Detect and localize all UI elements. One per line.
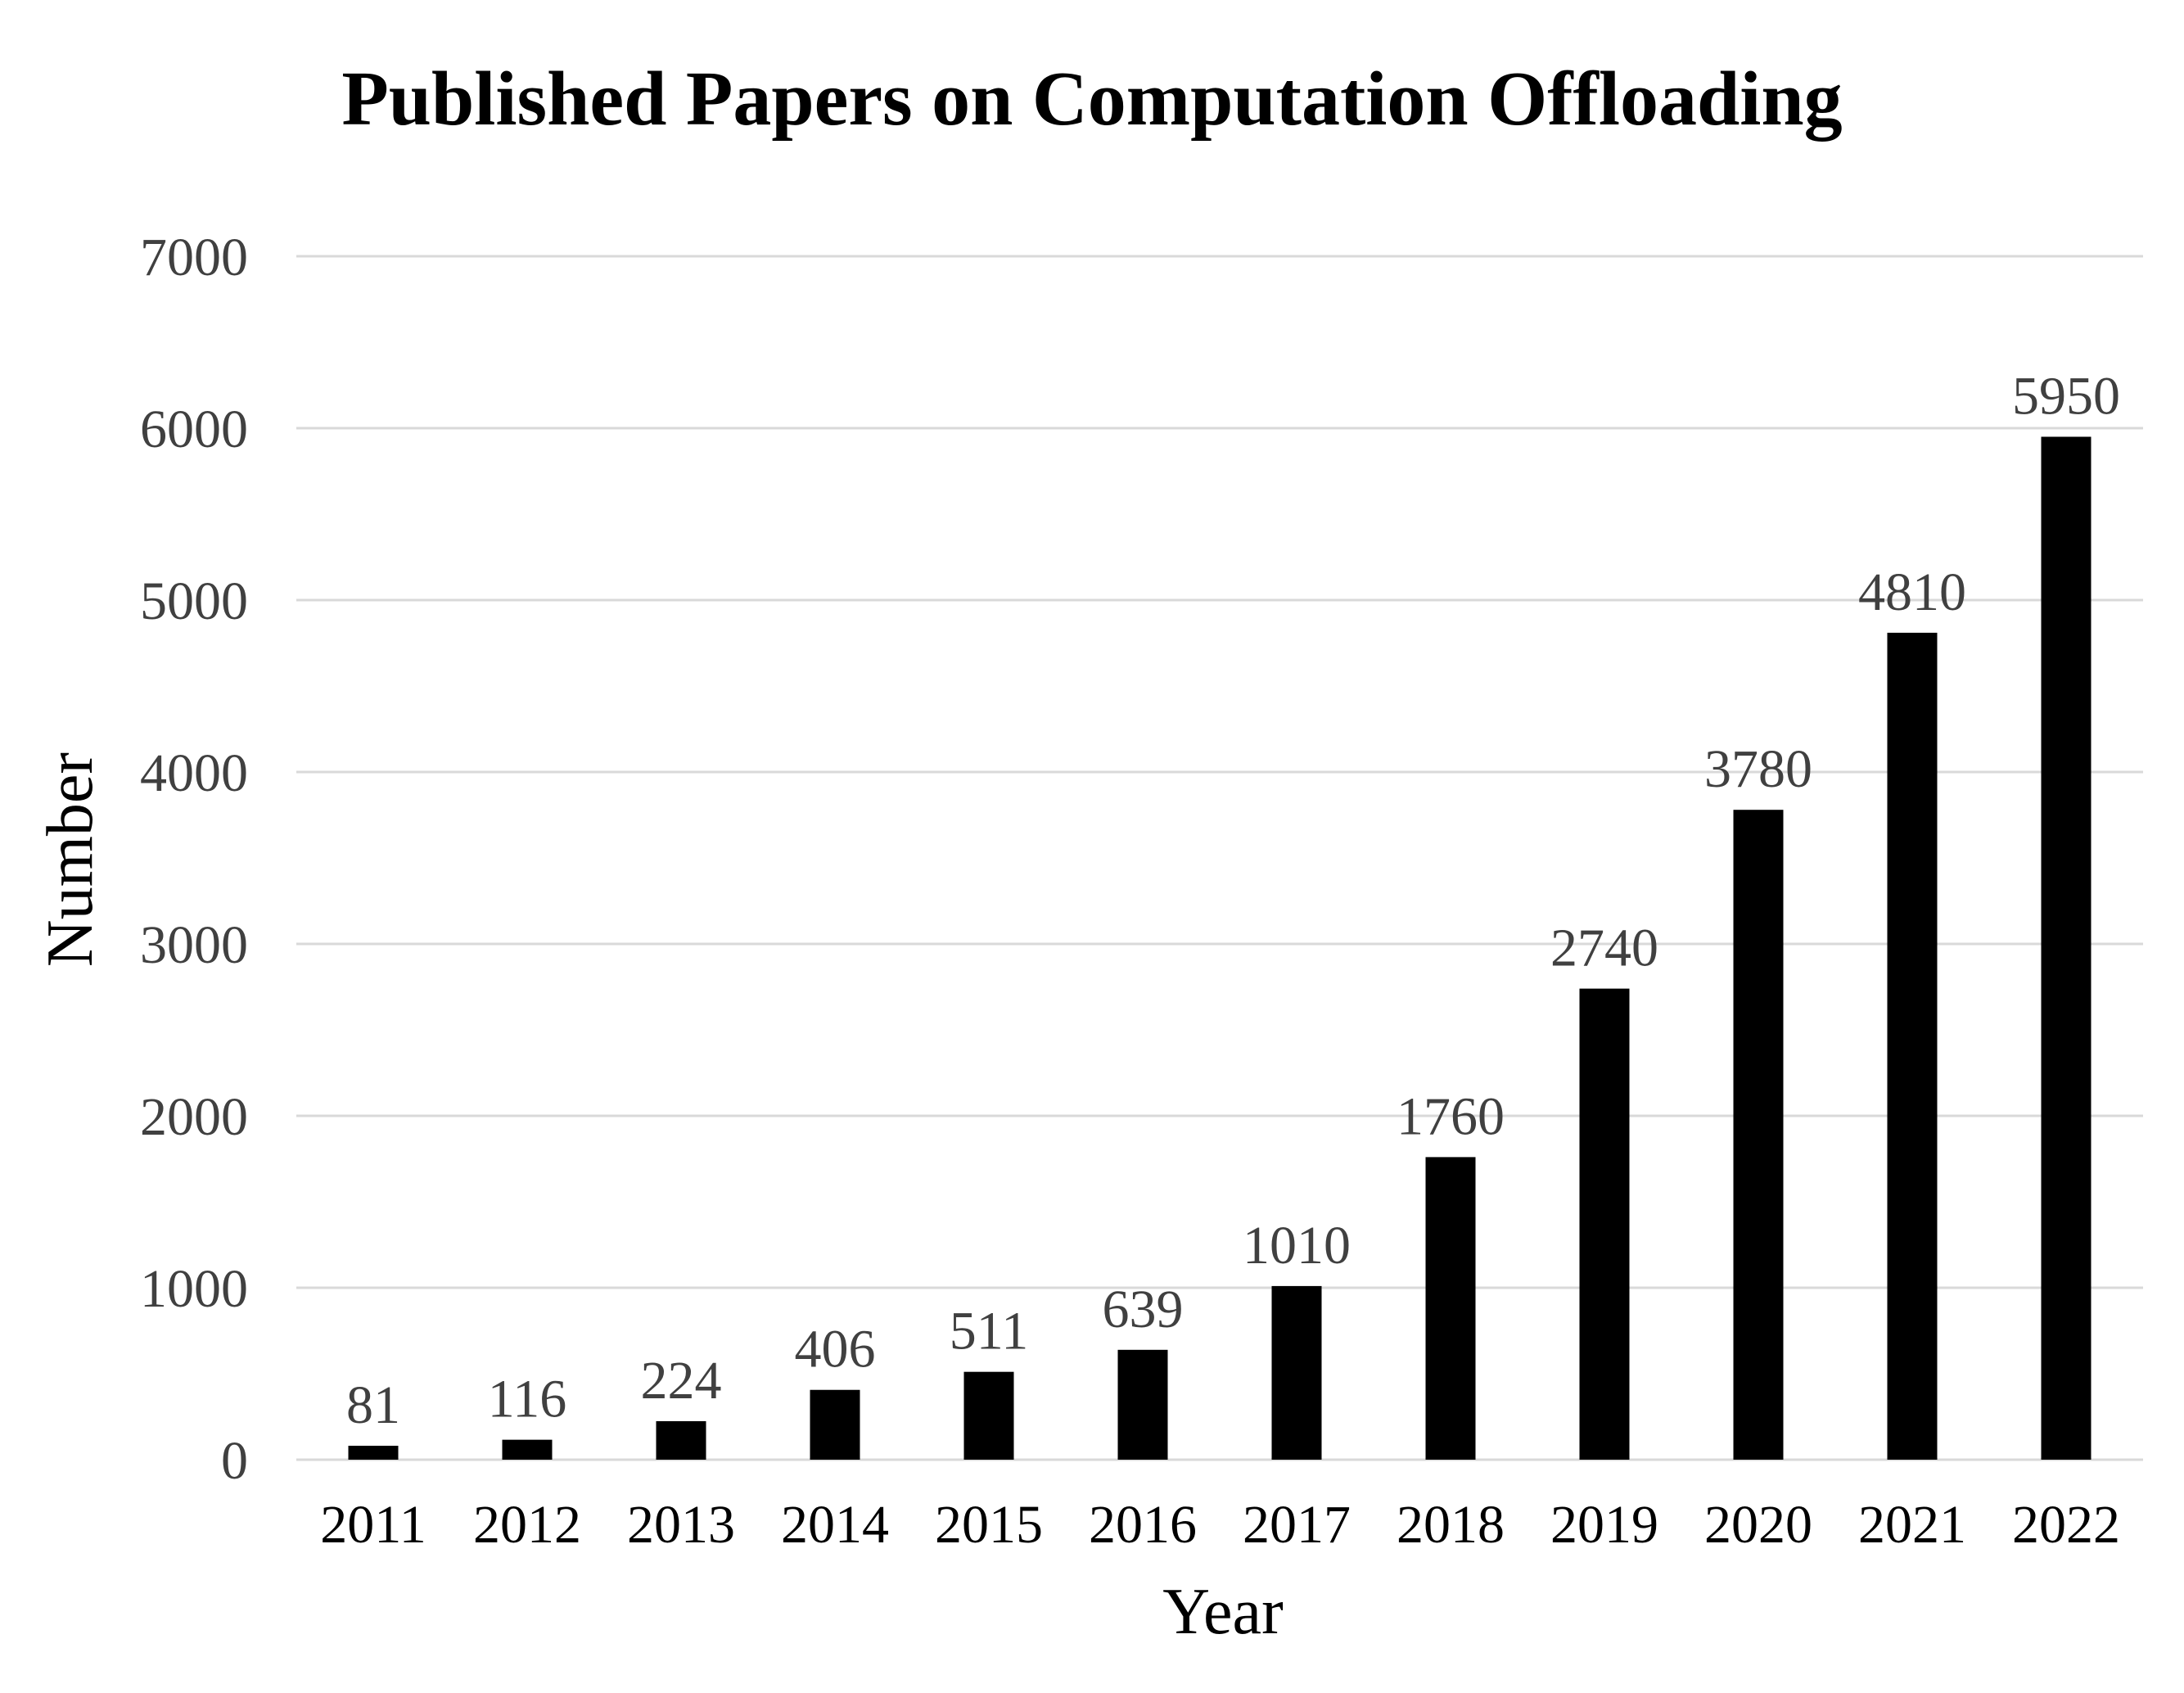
y-tick-label: 7000: [140, 228, 248, 287]
data-label-2018: 1760: [1397, 1086, 1505, 1146]
x-tick-label-2022: 2022: [2012, 1495, 2120, 1555]
x-tick-label-2016: 2016: [1089, 1495, 1197, 1555]
x-tick-label-2021: 2021: [1858, 1495, 1966, 1555]
y-axis-ticks: 0 1000 2000 3000 4000 5000 6000 7000: [140, 228, 248, 1491]
x-tick-label-2018: 2018: [1397, 1495, 1505, 1555]
bar-2011: [348, 1445, 399, 1460]
y-tick-label: 1000: [140, 1259, 248, 1319]
bar-2022: [2041, 436, 2091, 1460]
gridlines: [296, 255, 2143, 1461]
x-tick-label-2015: 2015: [935, 1495, 1043, 1555]
data-label-2011: 81: [346, 1375, 400, 1435]
x-tick-label-2017: 2017: [1243, 1495, 1351, 1555]
bar-2017: [1271, 1285, 1322, 1460]
data-label-2016: 639: [1103, 1280, 1184, 1339]
x-tick-label-2019: 2019: [1550, 1495, 1658, 1555]
x-tick-label-2013: 2013: [627, 1495, 735, 1555]
x-tick-label-2020: 2020: [1704, 1495, 1812, 1555]
bar-2013: [656, 1420, 706, 1460]
x-tick-label-2014: 2014: [781, 1495, 889, 1555]
bar-2020: [1733, 810, 1784, 1460]
y-tick-label: 2000: [140, 1087, 248, 1147]
x-tick-label-2011: 2011: [320, 1495, 426, 1555]
bar-2018: [1425, 1157, 1476, 1460]
data-label-2020: 3780: [1704, 739, 1812, 799]
data-labels: 81 116 224 406 511 639 1010 1760 2740 3780 4810 595…: [346, 367, 2120, 1435]
data-label-2022: 5950: [2012, 367, 2120, 427]
y-tick-label: 0: [221, 1431, 248, 1491]
y-axis-title: Number: [34, 752, 106, 967]
y-tick-label: 4000: [140, 743, 248, 803]
chart-title: Published Papers on Computation Offloadi…: [341, 56, 1842, 142]
data-label-2013: 224: [641, 1351, 722, 1411]
data-label-2021: 4810: [1858, 562, 1966, 622]
x-axis-title: Year: [1162, 1576, 1283, 1648]
data-label-2019: 2740: [1550, 919, 1658, 978]
data-label-2014: 406: [795, 1320, 876, 1379]
bar-2014: [810, 1389, 860, 1460]
x-tick-label-2012: 2012: [473, 1495, 581, 1555]
y-tick-label: 3000: [140, 915, 248, 975]
y-tick-label: 6000: [140, 400, 248, 459]
bar-2016: [1117, 1349, 1168, 1460]
bar-2021: [1887, 632, 1938, 1460]
y-tick-label: 5000: [140, 571, 248, 631]
data-label-2015: 511: [950, 1302, 1029, 1361]
data-label-2017: 1010: [1243, 1216, 1351, 1275]
x-axis-ticks: 2011 2012 2013 2014 2015 2016 2017 2018 2019 2020…: [320, 1495, 2120, 1555]
bar-2019: [1579, 988, 1630, 1460]
bar-2012: [502, 1439, 553, 1460]
data-label-2012: 116: [488, 1370, 567, 1429]
bar-2015: [963, 1371, 1014, 1460]
bars: [348, 436, 2091, 1460]
